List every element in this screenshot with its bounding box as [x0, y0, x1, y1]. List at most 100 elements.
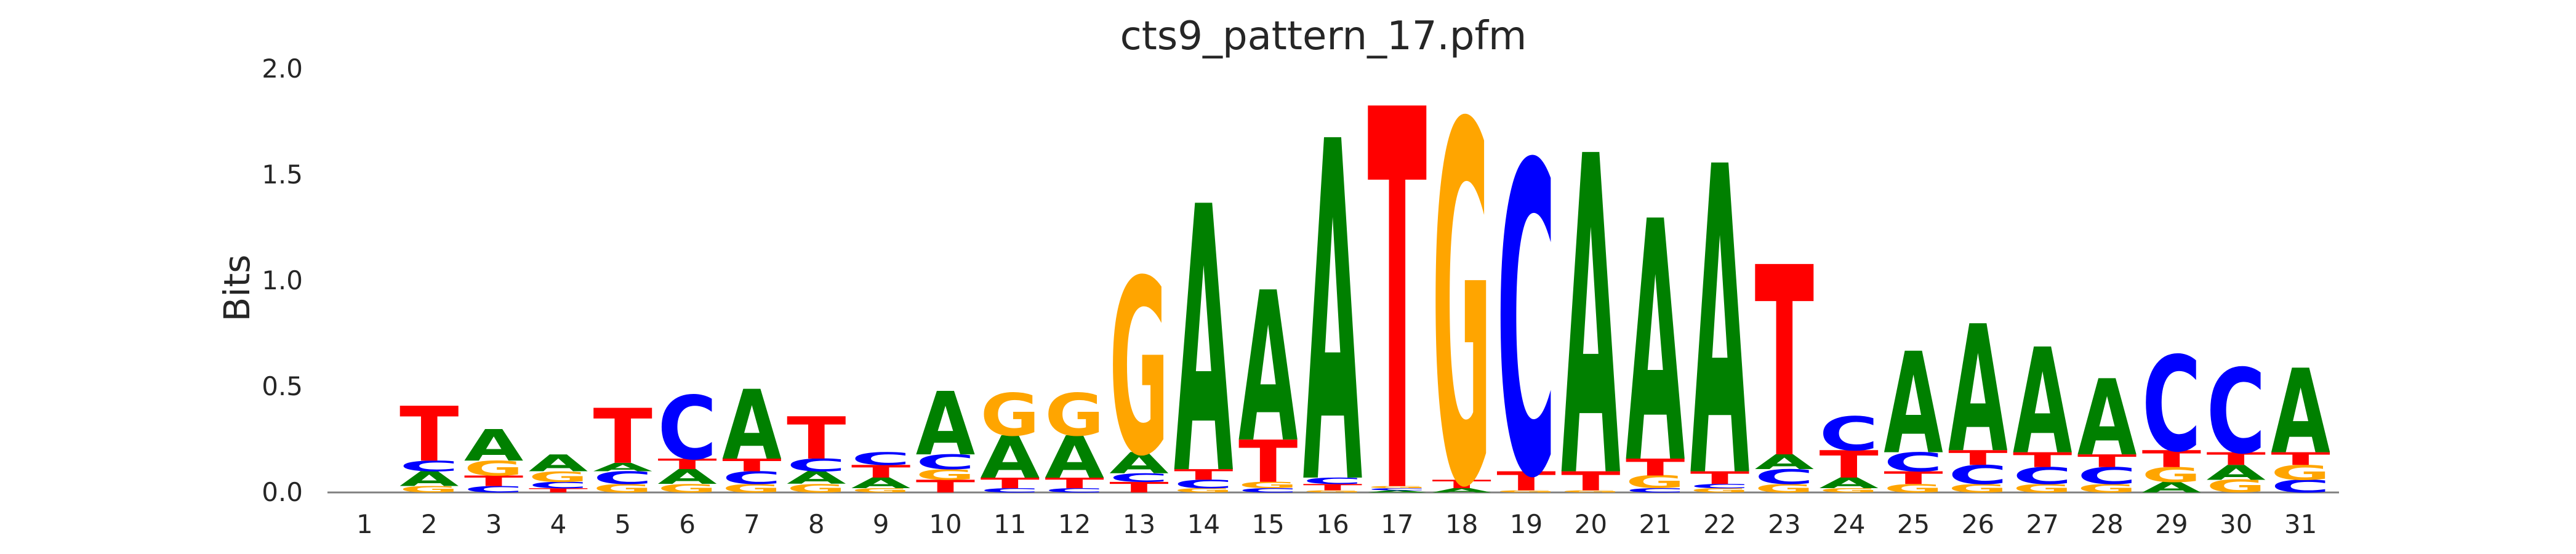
y-tick-label: 1.5	[262, 159, 303, 190]
logo-letter-A: A	[1884, 324, 1943, 486]
logo-letter-A: A	[2013, 318, 2072, 487]
logo-letter-C: C	[1884, 448, 1943, 478]
x-tick-label: 11	[993, 509, 1026, 539]
logo-letter-G: G	[464, 457, 523, 480]
logo-letter-G: G	[1626, 472, 1685, 492]
logo-letter-A: A	[529, 450, 588, 477]
logo-letter-T: T	[2013, 449, 2072, 472]
logo-letter-A: A	[464, 420, 523, 471]
logo-letter-C: C	[1819, 407, 1878, 461]
logo-letter-G: G	[1755, 482, 1814, 496]
logo-letter-C: C	[2077, 462, 2137, 489]
logo-letter-G: G	[1561, 490, 1620, 493]
logo-letter-T: T	[593, 393, 652, 481]
logo-letter-A: A	[1626, 151, 1685, 536]
logo-letter-C: C	[399, 458, 459, 475]
logo-letter-G: G	[1109, 230, 1168, 510]
logo-letter-T: T	[1948, 446, 2007, 470]
logo-letter-G: G	[1174, 487, 1233, 494]
logo-letter-A: A	[1045, 424, 1104, 492]
x-tick-label: 3	[486, 509, 502, 539]
logo-letter-C: C	[2142, 329, 2201, 481]
logo-letter-T: T	[464, 473, 523, 489]
logo-letter-T: T	[2271, 449, 2330, 469]
logo-letter-G: G	[1819, 487, 1878, 494]
logo-letter-T: T	[1755, 212, 1815, 516]
x-tick-label: 29	[2155, 509, 2188, 539]
logo-letter-G: G	[2013, 482, 2072, 496]
logo-letter-C: C	[1238, 487, 1298, 494]
logo-letter-C: C	[851, 449, 910, 469]
x-tick-label: 28	[2090, 509, 2123, 539]
logo-letter-A: A	[1109, 447, 1169, 481]
x-tick-label: 10	[929, 509, 961, 539]
logo-letter-A: A	[1238, 249, 1298, 489]
logo-letter-G: G	[2207, 476, 2266, 497]
y-tick-label: 1.0	[262, 265, 303, 295]
logo-letter-G: G	[722, 482, 781, 496]
logo-letter-T: T	[1626, 454, 1685, 481]
x-tick-label: 18	[1445, 509, 1478, 539]
x-tick-label: 23	[1768, 509, 1800, 539]
logo-letter-A: A	[2271, 345, 2330, 480]
logo-letter-A: A	[722, 370, 781, 481]
logo-letter-T: T	[851, 462, 910, 482]
logo-letter-T: T	[916, 476, 975, 497]
logo-letter-C: C	[916, 451, 975, 475]
logo-letter-C: C	[1303, 476, 1362, 486]
logo-letter-A: A	[1368, 490, 1427, 494]
x-tick-label: 25	[1897, 509, 1930, 539]
logo-letter-G: G	[1368, 486, 1427, 489]
logo-letter-A: A	[657, 465, 717, 489]
x-tick-label: 30	[2220, 509, 2252, 539]
x-tick-label: 14	[1187, 509, 1220, 539]
logo-letter-G: G	[2271, 461, 2330, 484]
x-tick-label: 20	[1575, 509, 1607, 539]
x-tick-label: 31	[2284, 509, 2317, 539]
logo-letter-G: G	[851, 487, 910, 494]
logo-letter-T: T	[722, 456, 781, 476]
logo-letter-T: T	[2077, 451, 2137, 472]
logo-letter-T: T	[657, 456, 716, 472]
logo-letter-C: C	[1368, 488, 1427, 491]
logo-letter-C: C	[1109, 472, 1168, 485]
x-tick-label: 8	[808, 509, 825, 539]
logo-letter-G: G	[1432, 23, 1491, 554]
logo-letter-T: T	[1819, 443, 1878, 486]
logo-letter-G: G	[2142, 464, 2201, 487]
x-tick-label: 4	[550, 509, 567, 539]
x-tick-label: 26	[1962, 509, 1994, 539]
logo-letter-G: G	[593, 482, 652, 496]
logo-letter-C: C	[722, 468, 781, 488]
x-tick-label: 6	[679, 509, 696, 539]
y-axis-label: Bits	[216, 255, 258, 322]
logo-letter-C: C	[1690, 483, 1749, 489]
logo-letter-T: T	[1238, 428, 1298, 496]
logo-letter-C: C	[1496, 75, 1555, 554]
logo-letter-T: T	[399, 391, 459, 479]
logo-letter-A: A	[1303, 45, 1363, 554]
logo-letter-T: T	[529, 487, 588, 494]
logo-letter-C: C	[593, 468, 652, 488]
logo-letter-A: A	[787, 468, 846, 488]
logo-letter-T: T	[981, 475, 1040, 491]
logo-letter-A: A	[1174, 131, 1234, 554]
logo-letter-T: T	[1884, 468, 1943, 488]
logo-letter-C: C	[529, 480, 588, 490]
logo-letter-C: C	[1948, 460, 2007, 491]
logo-letter-G: G	[2077, 482, 2137, 496]
logo-letter-A: A	[2207, 461, 2266, 484]
logo-letter-T: T	[787, 405, 846, 473]
chart-title: cts9_pattern_17.pfm	[1120, 14, 1527, 59]
logo-letter-C: C	[1626, 487, 1685, 494]
logo-letter-C: C	[1755, 465, 1814, 489]
logo-letter-C: C	[464, 484, 523, 494]
logo-letter-T: T	[1045, 475, 1104, 491]
logo-letter-G: G	[1303, 490, 1362, 493]
x-tick-label: 21	[1639, 509, 1671, 539]
logo-letter-A: A	[981, 424, 1040, 492]
logo-letter-T: T	[1432, 478, 1491, 491]
logo-letter-A: A	[1755, 451, 1815, 474]
logo-letter-T: T	[1561, 466, 1620, 497]
